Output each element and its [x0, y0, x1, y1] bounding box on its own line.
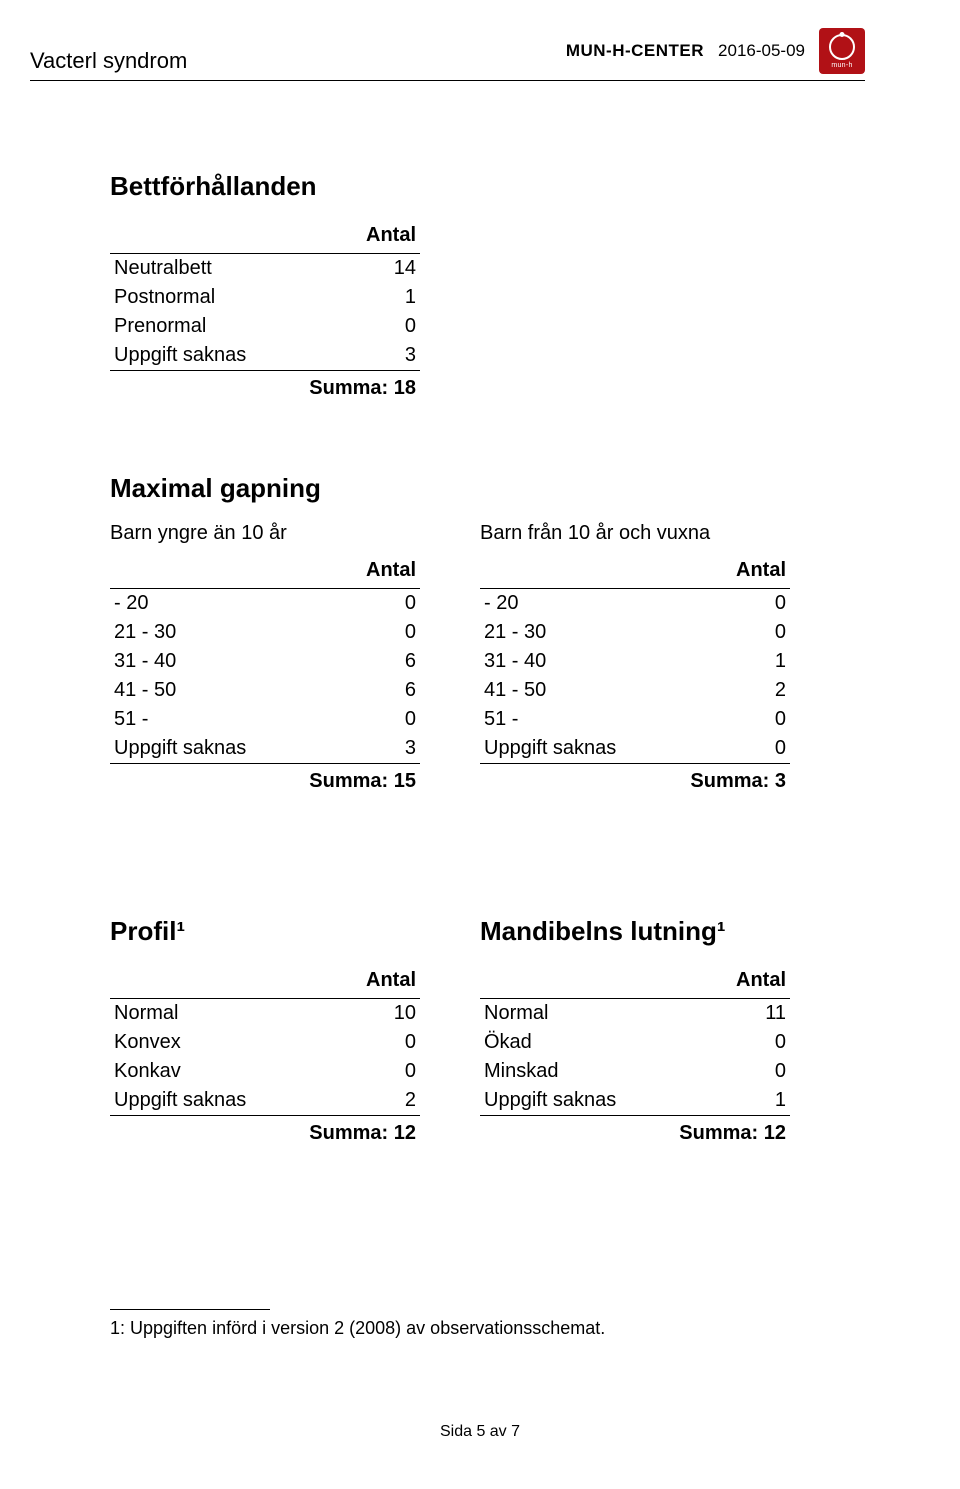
- table-row: Uppgift saknas1: [480, 1086, 790, 1116]
- table-row: Ökad0: [480, 1028, 790, 1057]
- section3-right-col: Mandibelns lutning¹ Antal Normal11 Ökad0…: [480, 916, 790, 1148]
- table-row: Uppgift saknas2: [110, 1086, 420, 1116]
- table-row: Konvex0: [110, 1028, 420, 1057]
- logo-icon: mun-h: [819, 28, 865, 74]
- table-sum-row: Summa: 12: [480, 1116, 790, 1149]
- section3-columns: Profil¹ Antal Normal10 Konvex0 Konkav0 U…: [110, 916, 865, 1148]
- footnote-rule: [110, 1309, 270, 1310]
- page-footer: Sida 5 av 7: [0, 1423, 960, 1441]
- table-row: - 200: [480, 589, 790, 619]
- table-sum-row: Summa: 12: [110, 1116, 420, 1149]
- section2-right-heading: Barn från 10 år och vuxna: [480, 522, 790, 545]
- table-row: Prenormal0: [110, 312, 420, 341]
- section2-right-col: Barn från 10 år och vuxna Antal - 200 21…: [480, 522, 790, 796]
- table-row: Konkav0: [110, 1057, 420, 1086]
- table-row: - 200: [110, 589, 420, 619]
- table-row: 41 - 502: [480, 676, 790, 705]
- table-sum-row: Summa: 3: [480, 764, 790, 797]
- logo-dot-icon: [840, 32, 845, 37]
- logo-text: mun-h: [831, 62, 852, 69]
- section2-left-table: Antal - 200 21 - 300 31 - 406 41 - 506 5…: [110, 555, 420, 796]
- header-date: 2016-05-09: [718, 41, 805, 61]
- table-row: Minskad0: [480, 1057, 790, 1086]
- table-row: Uppgift saknas3: [110, 341, 420, 371]
- content: Bettförhållanden Antal Neutralbett14 Pos…: [30, 81, 865, 1148]
- table-row: Postnormal1: [110, 283, 420, 312]
- header-center-name: MUN-H-CENTER: [566, 41, 704, 61]
- section1-table: Antal Neutralbett14 Postnormal1 Prenorma…: [110, 220, 420, 403]
- page-header: Vacterl syndrom MUN-H-CENTER 2016-05-09 …: [30, 28, 865, 81]
- section1-col-header: Antal: [329, 220, 420, 254]
- table-row: 31 - 406: [110, 647, 420, 676]
- table-sum-row: Summa: 18: [110, 371, 420, 404]
- footnote-text: 1: Uppgiften införd i version 2 (2008) a…: [110, 1318, 605, 1339]
- table-row: 21 - 300: [110, 618, 420, 647]
- section2-left-heading: Barn yngre än 10 år: [110, 522, 420, 545]
- section2-right-table: Antal - 200 21 - 300 31 - 401 41 - 502 5…: [480, 555, 790, 796]
- footnote-block: 1: Uppgiften införd i version 2 (2008) a…: [110, 1309, 605, 1339]
- table-row: 41 - 506: [110, 676, 420, 705]
- section2-columns: Barn yngre än 10 år Antal - 200 21 - 300…: [110, 522, 865, 796]
- logo-ring-icon: [829, 34, 855, 60]
- table-row: 51 -0: [110, 705, 420, 734]
- section3-left-title: Profil¹: [110, 916, 420, 947]
- table-row: Uppgift saknas0: [480, 734, 790, 764]
- page: Vacterl syndrom MUN-H-CENTER 2016-05-09 …: [0, 0, 960, 1489]
- section3-right-table: Antal Normal11 Ökad0 Minskad0 Uppgift sa…: [480, 965, 790, 1148]
- header-title: Vacterl syndrom: [30, 48, 187, 74]
- table-row: 31 - 401: [480, 647, 790, 676]
- table-sum-row: Summa: 15: [110, 764, 420, 797]
- table-row: Neutralbett14: [110, 254, 420, 284]
- section3-left-table: Antal Normal10 Konvex0 Konkav0 Uppgift s…: [110, 965, 420, 1148]
- section3-right-title: Mandibelns lutning¹: [480, 916, 790, 947]
- section2-title: Maximal gapning: [110, 473, 865, 504]
- table-row: Normal11: [480, 999, 790, 1029]
- section1-title: Bettförhållanden: [110, 171, 865, 202]
- table-row: Uppgift saknas3: [110, 734, 420, 764]
- header-right: MUN-H-CENTER 2016-05-09 mun-h: [566, 28, 865, 74]
- section3-left-col: Profil¹ Antal Normal10 Konvex0 Konkav0 U…: [110, 916, 420, 1148]
- table-row: Normal10: [110, 999, 420, 1029]
- section2-left-col: Barn yngre än 10 år Antal - 200 21 - 300…: [110, 522, 420, 796]
- table-row: 21 - 300: [480, 618, 790, 647]
- table-row: 51 -0: [480, 705, 790, 734]
